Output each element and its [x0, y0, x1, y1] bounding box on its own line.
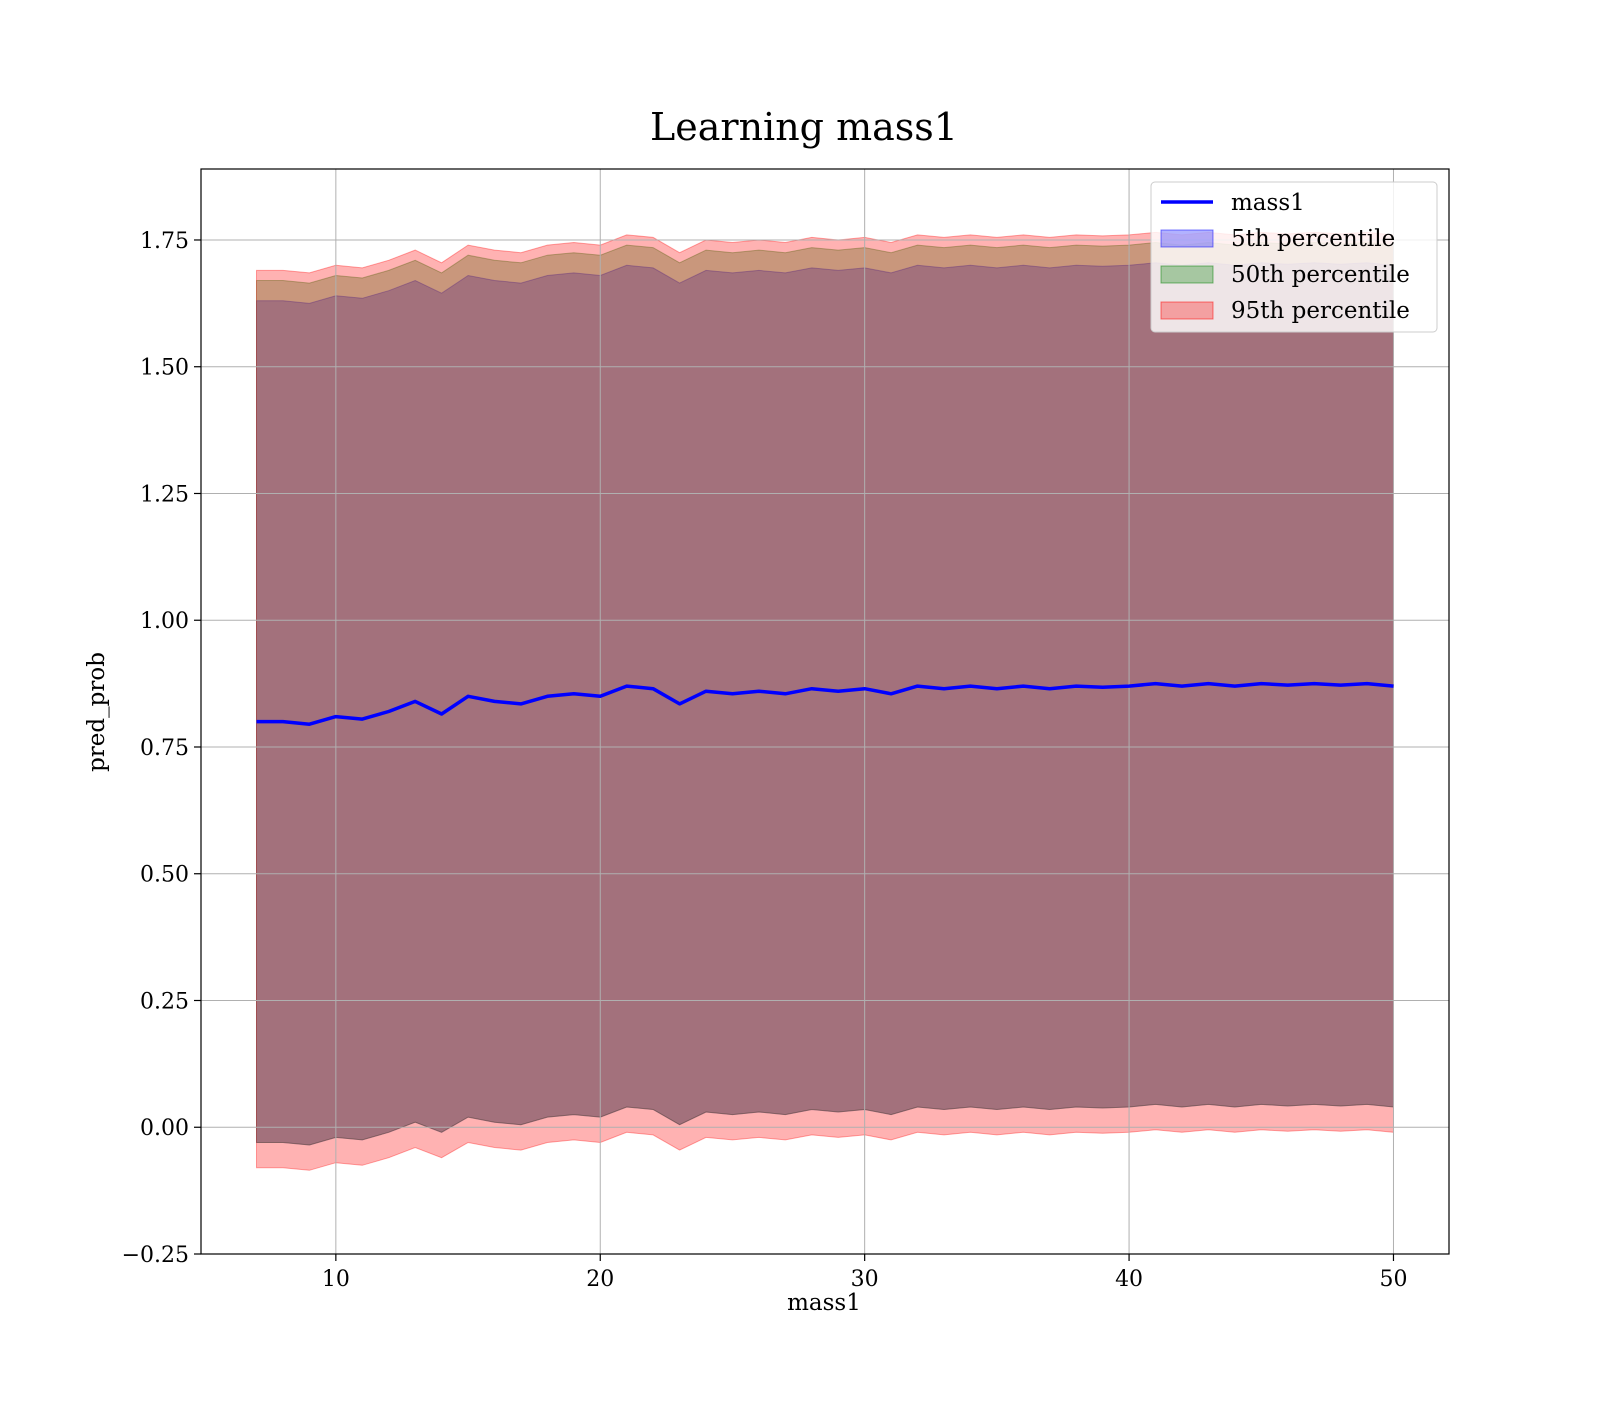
plot-area	[201, 169, 1449, 1254]
x-axis-label: mass1	[787, 1290, 861, 1316]
band-2	[256, 231, 1394, 1171]
legend-swatch-3	[1160, 301, 1214, 320]
y-tick-label-5: 1.00	[140, 609, 189, 634]
x-tick-label-4: 50	[1379, 1267, 1407, 1292]
y-tick-label-3: 0.50	[140, 863, 189, 888]
y-tick-label-7: 1.50	[140, 356, 189, 381]
y-axis-label: pred_prob	[84, 652, 110, 772]
legend-swatch-2	[1160, 265, 1214, 284]
x-tick-label-3: 40	[1115, 1267, 1143, 1292]
y-tick-label-8: 1.75	[140, 229, 189, 254]
x-tick-label-0: 10	[322, 1267, 350, 1292]
series-line-0	[256, 681, 1394, 726]
y-tick-label-1: 0.00	[140, 1116, 189, 1141]
plot-frame	[200, 168, 1450, 1255]
legend-box	[1150, 181, 1438, 333]
plot-layer: 10 20 30 40 50 −0.25 0.00 0.25 0.50 0.75 1.00 1.25 1…	[122, 168, 1450, 1292]
legend-label-0: mass1	[1231, 190, 1305, 216]
legend-label-1: 5th percentile	[1231, 226, 1395, 252]
y-tick-label-0: −0.25	[122, 1243, 189, 1268]
y-tick-label-4: 0.75	[140, 736, 189, 761]
legend-label-3: 95th percentile	[1231, 298, 1410, 324]
x-tick-label-1: 20	[586, 1267, 614, 1292]
legend-label-2: 50th percentile	[1231, 262, 1410, 288]
y-tick-label-6: 1.25	[140, 482, 189, 507]
x-tick-label-2: 30	[851, 1267, 879, 1292]
chart-title: Learning mass1	[650, 105, 958, 149]
y-tick-label-2: 0.25	[140, 989, 189, 1014]
legend-swatch-1	[1160, 229, 1214, 248]
